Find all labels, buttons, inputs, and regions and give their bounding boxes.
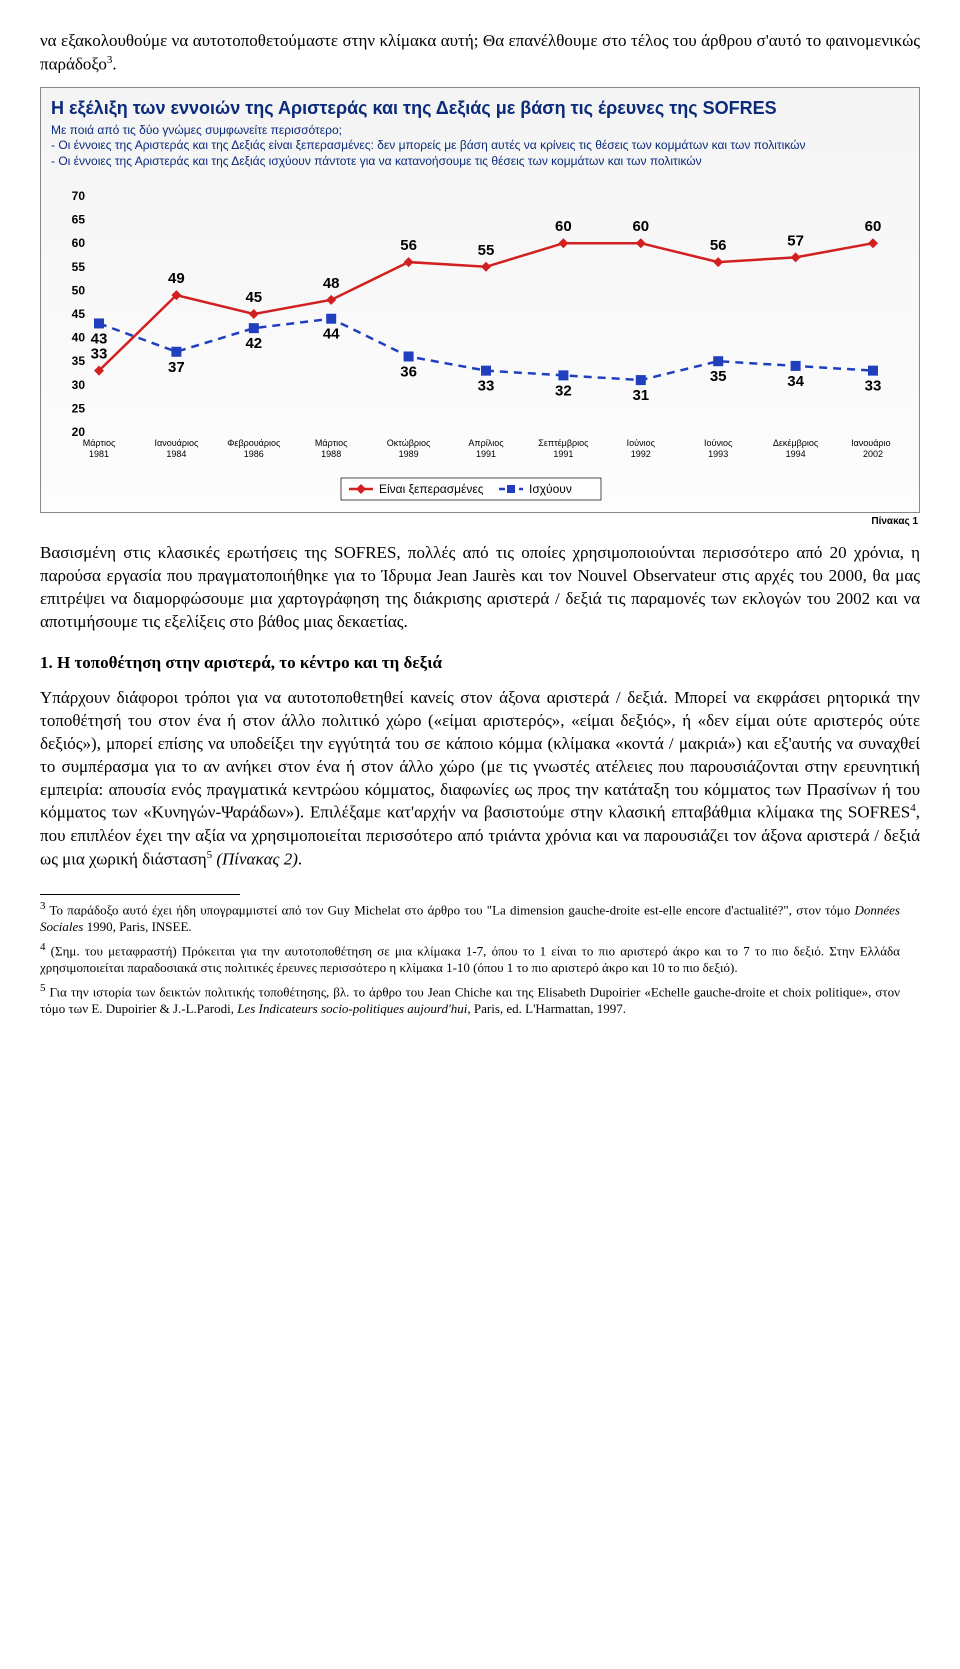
footnote-5: 5 Για την ιστορία των δεικτών πολιτικής …: [40, 981, 900, 1018]
fn5c: , Paris, ed. L'Harmattan, 1997.: [467, 1001, 626, 1016]
svg-text:50: 50: [72, 283, 86, 297]
body2a: Υπάρχουν διάφοροι τρόποι για να αυτοτοπο…: [40, 688, 920, 822]
svg-text:60: 60: [632, 218, 649, 235]
chart-svg: 20 25 30 35 40 45 50 55 60 65 70 33 49 45 48 56 55 60 60 56…: [51, 186, 891, 506]
svg-text:35: 35: [710, 368, 727, 385]
svg-text:33: 33: [91, 345, 108, 362]
svg-text:Είναι ξεπερασμένες: Είναι ξεπερασμένες: [379, 482, 484, 496]
svg-text:42: 42: [245, 335, 262, 352]
svg-text:Ιούνιος: Ιούνιος: [627, 438, 656, 448]
svg-text:70: 70: [72, 189, 86, 203]
svg-text:48: 48: [323, 274, 340, 291]
svg-text:Σεπτέμβριος: Σεπτέμβριος: [538, 438, 589, 448]
svg-text:34: 34: [787, 373, 804, 390]
svg-text:1988: 1988: [321, 449, 341, 459]
svg-text:1981: 1981: [89, 449, 109, 459]
svg-text:33: 33: [478, 377, 495, 394]
svg-text:56: 56: [400, 237, 417, 254]
table-number-label: Πίνακας 1: [40, 515, 918, 529]
svg-text:45: 45: [72, 307, 86, 321]
intro-paragraph: να εξακολουθούμε να αυτοτοποθετούμαστε σ…: [40, 30, 920, 77]
body2d: .: [298, 850, 302, 869]
svg-text:1992: 1992: [631, 449, 651, 459]
body2-italic: (Πίνακας 2): [216, 850, 298, 869]
svg-text:57: 57: [787, 232, 804, 249]
svg-text:Ιούνιος: Ιούνιος: [704, 438, 733, 448]
svg-text:45: 45: [245, 289, 262, 306]
svg-text:Οκτώβριος: Οκτώβριος: [387, 438, 431, 448]
body-paragraph-1: Βασισμένη στις κλασικές ερωτήσεις της SO…: [40, 542, 920, 634]
svg-text:35: 35: [72, 354, 86, 368]
svg-text:33: 33: [865, 377, 882, 394]
svg-text:31: 31: [632, 387, 649, 404]
svg-text:44: 44: [323, 325, 340, 342]
svg-text:20: 20: [72, 425, 86, 439]
svg-text:Μάρτιος: Μάρτιος: [83, 438, 116, 448]
svg-text:40: 40: [72, 330, 86, 344]
svg-text:1986: 1986: [244, 449, 264, 459]
fn3c: 1990, Paris, INSEE.: [83, 919, 191, 934]
svg-text:55: 55: [72, 259, 86, 273]
svg-text:Φεβρουάριος: Φεβρουάριος: [227, 438, 281, 448]
intro-text: να εξακολουθούμε να αυτοτοποθετούμαστε σ…: [40, 31, 920, 74]
svg-text:Μάρτιος: Μάρτιος: [315, 438, 348, 448]
svg-text:Ιανουάριος: Ιανουάριος: [155, 438, 199, 448]
svg-text:37: 37: [168, 358, 185, 375]
svg-text:55: 55: [478, 241, 495, 258]
svg-text:Ιανουάριος: Ιανουάριος: [851, 438, 891, 448]
footnote-4: 4 (Σημ. του μεταφραστή) Πρόκειται για τη…: [40, 940, 900, 977]
fn4-text: (Σημ. του μεταφραστή) Πρόκειται για την …: [40, 943, 900, 975]
svg-text:Απρίλιος: Απρίλιος: [468, 438, 504, 448]
fn5b: Les Indicateurs socio-politiques aujourd…: [237, 1001, 467, 1016]
svg-text:60: 60: [555, 218, 572, 235]
svg-text:60: 60: [865, 218, 882, 235]
intro-period: .: [112, 55, 116, 74]
svg-text:32: 32: [555, 382, 572, 399]
svg-text:1984: 1984: [166, 449, 186, 459]
svg-text:43: 43: [91, 330, 108, 347]
svg-text:25: 25: [72, 401, 86, 415]
svg-text:1993: 1993: [708, 449, 728, 459]
svg-text:2002: 2002: [863, 449, 883, 459]
svg-text:1991: 1991: [553, 449, 573, 459]
chart-subtitle-opt1: - Οι έννοιες της Αριστεράς και της Δεξιά…: [51, 138, 909, 154]
svg-text:65: 65: [72, 212, 86, 226]
svg-text:30: 30: [72, 377, 86, 391]
chart-subtitle-q: Με ποιά από τις δύο γνώμες συμφωνείτε πε…: [51, 123, 909, 139]
footnote-rule: [40, 894, 240, 895]
svg-text:Δεκέμβριος: Δεκέμβριος: [773, 438, 819, 448]
chart-plot: 20 25 30 35 40 45 50 55 60 65 70 33 49 45 48 56 55 60 60 56…: [51, 186, 909, 506]
svg-text:36: 36: [400, 363, 417, 380]
fn3a: Το παράδοξο αυτό έχει ήδη υπογραμμιστεί …: [46, 902, 855, 917]
section-heading: 1. Η τοποθέτηση στην αριστερά, το κέντρο…: [40, 652, 920, 675]
chart-container: Η εξέλιξη των εννοιών της Αριστεράς και …: [40, 87, 920, 513]
footnote-3: 3 Το παράδοξο αυτό έχει ήδη υπογραμμιστε…: [40, 899, 900, 936]
svg-text:1991: 1991: [476, 449, 496, 459]
svg-text:1989: 1989: [399, 449, 419, 459]
chart-subtitle-opt2: - Οι έννοιες της Αριστεράς και της Δεξιά…: [51, 154, 909, 170]
svg-text:49: 49: [168, 270, 185, 287]
body-paragraph-2: Υπάρχουν διάφοροι τρόποι για να αυτοτοπο…: [40, 687, 920, 872]
svg-text:56: 56: [710, 237, 727, 254]
chart-title: Η εξέλιξη των εννοιών της Αριστεράς και …: [51, 96, 909, 120]
svg-text:Ισχύουν: Ισχύουν: [529, 482, 572, 496]
svg-text:60: 60: [72, 236, 86, 250]
fn-mark-5: 5: [207, 849, 213, 861]
svg-text:1994: 1994: [786, 449, 806, 459]
